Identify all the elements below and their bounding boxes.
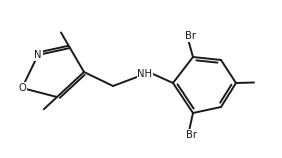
Text: NH: NH xyxy=(138,69,153,79)
Text: O: O xyxy=(18,83,26,93)
Text: Br: Br xyxy=(186,130,197,140)
Text: N: N xyxy=(34,50,42,60)
Text: Br: Br xyxy=(185,31,196,41)
